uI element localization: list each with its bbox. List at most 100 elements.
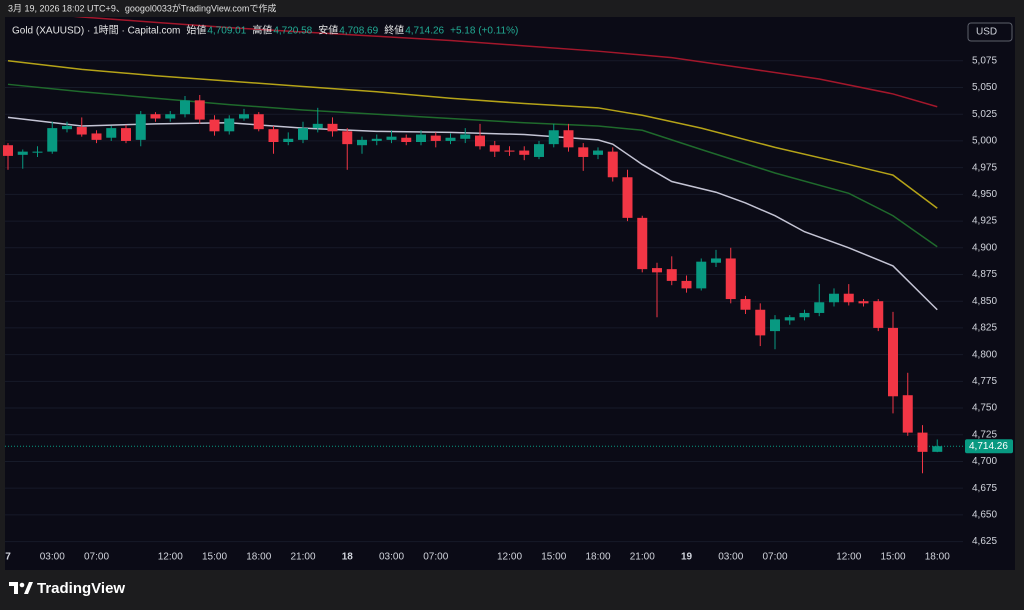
candle-body xyxy=(121,128,131,141)
candles xyxy=(3,94,943,474)
legend-header: Gold (XAUUSD) · 1時間 · Capital.com 始値 4,709… xyxy=(12,24,518,37)
candle-body xyxy=(106,128,117,138)
y-tick-label: 5,075 xyxy=(972,55,997,66)
candle-body xyxy=(430,135,441,141)
x-tick-label: 21:00 xyxy=(630,552,655,563)
x-tick-label: 15:00 xyxy=(541,552,566,563)
header-key: 始値 xyxy=(186,24,206,37)
candle-body xyxy=(460,134,471,139)
candle-body xyxy=(593,150,603,155)
candle-body xyxy=(298,128,308,140)
candle-body xyxy=(932,446,943,452)
y-tick-label: 4,775 xyxy=(972,376,997,387)
currency-button[interactable]: USD xyxy=(967,22,1013,42)
y-tick-label: 4,900 xyxy=(972,242,997,253)
candle-body xyxy=(563,130,574,148)
candle-body xyxy=(652,268,662,273)
candle-body xyxy=(814,302,825,313)
chart-panel xyxy=(5,17,1015,570)
candle-body xyxy=(194,100,205,120)
candle-body xyxy=(150,114,161,119)
candle-body xyxy=(91,133,102,140)
y-tick-label: 4,750 xyxy=(972,403,997,414)
last-price-tag xyxy=(965,439,1013,454)
header-val: 4,708.69 xyxy=(339,26,378,37)
candle-body xyxy=(489,145,500,152)
candle-body xyxy=(445,137,456,141)
candle-body xyxy=(62,125,72,130)
candle-body xyxy=(327,123,338,132)
candle-body xyxy=(534,144,544,157)
candle-body xyxy=(224,118,235,132)
header-key: 終値 xyxy=(384,24,404,37)
candle-body xyxy=(47,128,58,152)
y-tick-label: 4,950 xyxy=(972,189,997,200)
x-tick-label: 21:00 xyxy=(290,552,315,563)
header-key: 高値 xyxy=(252,24,272,37)
header-val: 4,714.26 xyxy=(405,26,444,37)
footer-logo: TradingView xyxy=(9,580,125,597)
candle-body xyxy=(755,309,766,336)
currency-button-box[interactable] xyxy=(967,22,1013,42)
candle-body xyxy=(725,258,736,300)
header-key: 安値 xyxy=(318,24,338,37)
candle-body xyxy=(888,327,898,397)
x-tick-label: 12:00 xyxy=(158,552,183,563)
candle-body xyxy=(209,119,220,132)
candle-body xyxy=(357,139,367,146)
x-tick-label: 15:00 xyxy=(202,552,227,563)
price-axis: 4,625 4,650 4,675 4,700 4,725 4,750 4,775 4,800… xyxy=(5,55,1013,563)
moving-average-line xyxy=(73,17,938,108)
y-tick-label: 4,925 xyxy=(972,216,997,227)
candle-body xyxy=(17,151,28,155)
header-val: 4,720.58 xyxy=(273,26,312,37)
currency-button-label[interactable]: USD xyxy=(976,27,997,38)
candle-body xyxy=(917,432,928,452)
last-price-label: 4,714.26 xyxy=(969,441,1008,452)
candle-body xyxy=(268,129,279,143)
y-tick-label: 4,675 xyxy=(972,483,997,494)
candle-body xyxy=(312,123,323,129)
candle-body xyxy=(475,135,485,147)
candle-body xyxy=(784,317,795,321)
x-tick-label: 12:00 xyxy=(497,552,522,563)
grid xyxy=(5,60,963,543)
x-tick-label: 03:00 xyxy=(379,552,404,563)
logo-mark xyxy=(9,582,18,594)
y-tick-label: 4,850 xyxy=(972,296,997,307)
x-tick-label: 18 xyxy=(342,552,354,563)
y-tick-label: 5,050 xyxy=(972,82,997,93)
x-tick-label: 7 xyxy=(5,552,11,563)
header-val: 4,709.01 xyxy=(207,26,246,37)
candle-body xyxy=(902,395,913,433)
caption: 3月 19, 2026 18:02 UTC+9、googol0033がTradi… xyxy=(8,2,276,13)
candle-body xyxy=(548,130,559,145)
candle-body xyxy=(681,280,692,289)
moving-average-line xyxy=(7,60,938,209)
y-tick-label: 4,975 xyxy=(972,162,997,173)
candle-body xyxy=(666,269,677,281)
candle-body xyxy=(858,301,869,304)
x-tick-label: 07:00 xyxy=(762,552,787,563)
candle-body xyxy=(829,293,839,303)
candle-body xyxy=(578,147,589,157)
x-tick-label: 18:00 xyxy=(585,552,610,563)
logo-mark-slash xyxy=(24,582,33,594)
candle-body xyxy=(165,114,176,119)
header-val: +5.18 (+0.11%) xyxy=(450,26,518,37)
candle-body xyxy=(740,299,751,310)
candle-body xyxy=(622,177,633,218)
candle-body xyxy=(711,258,721,263)
candle-body xyxy=(135,114,146,140)
y-tick-label: 4,875 xyxy=(972,269,997,280)
candle-body xyxy=(239,114,249,119)
x-tick-label: 18:00 xyxy=(925,552,950,563)
x-tick-label: 12:00 xyxy=(836,552,861,563)
x-tick-label: 15:00 xyxy=(880,552,905,563)
y-tick-label: 4,650 xyxy=(972,510,997,521)
y-tick-label: 5,000 xyxy=(972,136,997,147)
candle-body xyxy=(342,131,353,145)
candle-body xyxy=(843,293,854,303)
candle-body xyxy=(519,150,530,155)
x-tick-label: 03:00 xyxy=(718,552,743,563)
